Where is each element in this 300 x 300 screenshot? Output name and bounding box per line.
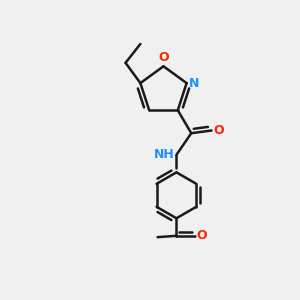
Text: N: N bbox=[189, 76, 200, 90]
Text: NH: NH bbox=[154, 148, 175, 161]
Text: O: O bbox=[158, 51, 169, 64]
Text: O: O bbox=[213, 124, 224, 137]
Text: O: O bbox=[197, 229, 207, 242]
